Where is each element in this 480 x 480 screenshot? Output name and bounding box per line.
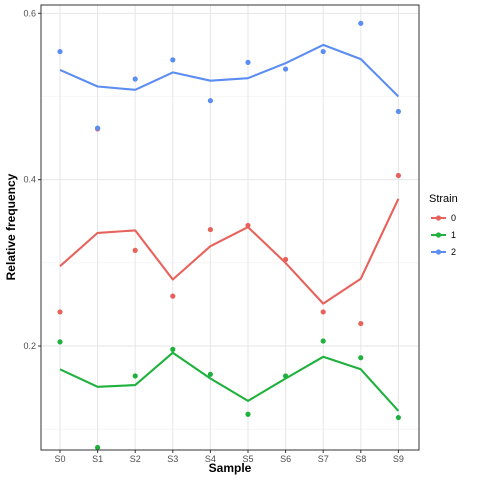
x-tick-label: S6 bbox=[280, 454, 291, 464]
data-point bbox=[170, 293, 176, 299]
x-tick-label: S9 bbox=[393, 454, 404, 464]
data-point bbox=[132, 373, 138, 379]
data-point bbox=[283, 373, 289, 379]
data-point bbox=[358, 355, 364, 361]
panel-border bbox=[40, 4, 420, 451]
data-point bbox=[245, 411, 251, 417]
data-point bbox=[358, 20, 364, 26]
legend-title: Strain bbox=[429, 193, 458, 205]
legend-label: 1 bbox=[451, 230, 456, 240]
data-point bbox=[207, 371, 213, 377]
legend-key-2: 2 bbox=[431, 247, 456, 257]
legend-key-1: 1 bbox=[431, 230, 456, 240]
data-point bbox=[170, 57, 176, 63]
x-tick-label: S3 bbox=[167, 454, 178, 464]
data-point bbox=[170, 346, 176, 352]
data-point bbox=[132, 247, 138, 253]
data-point bbox=[320, 48, 326, 55]
data-point bbox=[320, 309, 326, 315]
series-line bbox=[59, 351, 400, 412]
x-axis-title: Sample bbox=[209, 461, 252, 475]
legend-label: 2 bbox=[451, 247, 456, 257]
data-point bbox=[57, 339, 63, 345]
data-point bbox=[395, 108, 401, 115]
x-tick-label: S5 bbox=[242, 454, 253, 464]
data-point bbox=[207, 98, 213, 104]
x-tick-label: S0 bbox=[54, 454, 65, 464]
legend-label: 0 bbox=[451, 213, 456, 223]
data-point bbox=[245, 222, 251, 229]
data-point bbox=[395, 172, 401, 179]
series-1 bbox=[57, 338, 401, 451]
data-point bbox=[207, 226, 213, 233]
x-tick-label: S4 bbox=[205, 454, 216, 464]
data-point bbox=[245, 59, 251, 65]
series-layer bbox=[57, 20, 401, 451]
series-line bbox=[59, 43, 400, 98]
data-point bbox=[95, 444, 101, 451]
series-2 bbox=[57, 20, 401, 131]
legend-swatch-point bbox=[435, 232, 442, 238]
data-point bbox=[132, 76, 138, 82]
data-point bbox=[283, 66, 289, 72]
y-axis-title: Relative frequency bbox=[4, 173, 18, 280]
y-tick-label: 0.4 bbox=[23, 175, 36, 185]
x-tick-label: S7 bbox=[318, 454, 329, 464]
data-point bbox=[95, 125, 101, 131]
data-point bbox=[320, 338, 326, 344]
axes: 0.2 0.4 0.6 S0 S1 S2 S3 S4 S5 S6 S7 S8 S9 bbox=[23, 8, 403, 464]
x-tick-label: S8 bbox=[355, 454, 366, 464]
data-point bbox=[283, 256, 289, 263]
y-tick-label: 0.2 bbox=[23, 341, 36, 351]
data-point bbox=[57, 309, 63, 315]
data-point bbox=[57, 48, 63, 55]
x-tick-label: S2 bbox=[130, 454, 141, 464]
legend-key-0: 0 bbox=[431, 213, 456, 223]
data-point bbox=[358, 320, 364, 327]
y-tick-label: 0.6 bbox=[23, 8, 36, 18]
x-tick-label: S1 bbox=[92, 454, 103, 464]
legend: Strain 0 1 2 bbox=[429, 193, 458, 257]
legend-swatch-point bbox=[435, 215, 442, 221]
data-point bbox=[395, 414, 401, 421]
series-line bbox=[59, 198, 400, 305]
legend-swatch-point bbox=[435, 249, 442, 255]
